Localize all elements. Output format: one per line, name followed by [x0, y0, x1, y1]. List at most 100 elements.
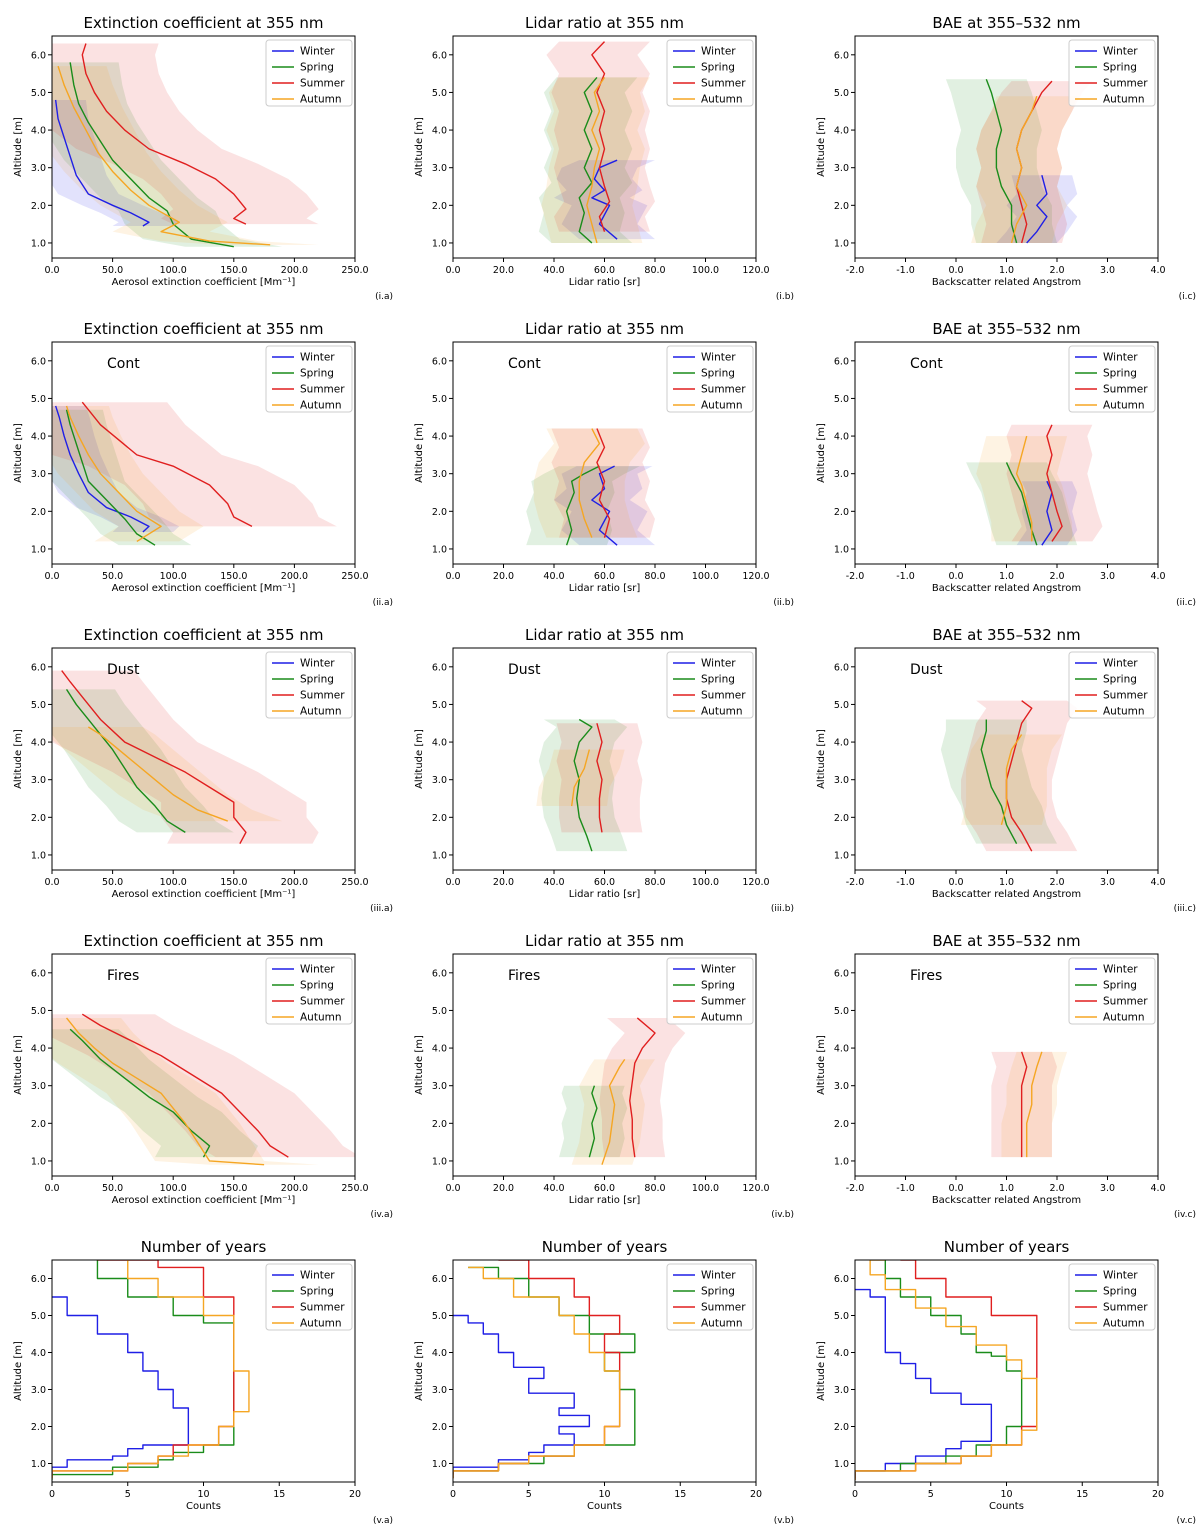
y-axis-label: Altitude [m] [816, 117, 827, 177]
panel-label: (ii.c) [1176, 598, 1196, 608]
x-tick-label: 200.0 [281, 1183, 308, 1194]
legend-label-autumn: Autumn [1103, 706, 1145, 718]
series-band-autumn [971, 96, 1078, 243]
series-line-spring [588, 1085, 598, 1158]
x-tick-label: -1.0 [896, 1183, 915, 1194]
y-tick-label: 4.0 [31, 432, 46, 443]
y-tick-label: 3.0 [31, 1081, 46, 1092]
y-tick-label: 1.0 [432, 1156, 447, 1167]
legend-box [265, 651, 353, 719]
series-band-autumn [52, 405, 204, 542]
legend-label-autumn: Autumn [701, 1012, 743, 1024]
panel-label: (i.a) [375, 292, 393, 302]
y-axis-label: Altitude [m] [414, 423, 425, 483]
plot-area [52, 1013, 355, 1166]
plot-area [52, 1260, 250, 1481]
x-axis-label: Backscatter related Angstrom [932, 277, 1081, 288]
x-axis-label: Backscatter related Angstrom [932, 889, 1081, 900]
x-tick-label: 120.0 [742, 1183, 769, 1194]
plot-area [855, 1260, 1038, 1481]
chart-panel: BAE at 355–532 nm -2.0 -1.0 0.0 1.0 2.0 3.0 4.0… [816, 320, 1196, 608]
panel-annotation: Cont [508, 356, 541, 372]
panel-label: (v.b) [774, 1516, 794, 1526]
series-line-spring [855, 1260, 1023, 1481]
plot-frame [51, 953, 356, 1177]
legend: Winter Spring Summer Autumn [265, 651, 353, 719]
x-tick-label: 40.0 [543, 1183, 564, 1194]
x-tick-label: 50.0 [102, 1183, 123, 1194]
series-line-summer [61, 670, 247, 844]
series-band-autumn [1001, 1051, 1068, 1158]
legend-box [1068, 957, 1156, 1025]
x-tick-label: 20 [750, 1489, 762, 1500]
y-tick-label: 2.0 [834, 201, 849, 212]
legend-box [265, 39, 353, 107]
legend-label-summer: Summer [701, 690, 746, 702]
series-line-autumn [57, 65, 271, 246]
legend-label-spring: Spring [701, 674, 735, 686]
series-line-autumn [601, 1058, 626, 1165]
series-line-autumn [1026, 1051, 1043, 1158]
chart-title: Extinction coefficient at 355 nm [84, 932, 324, 950]
series-line-winter [591, 465, 618, 546]
y-tick-label: 6.0 [834, 50, 849, 61]
x-tick-label: 10 [598, 1489, 610, 1500]
legend-label-autumn: Autumn [701, 1318, 743, 1330]
y-axis-label: Altitude [m] [816, 423, 827, 483]
panel-label: (i.b) [776, 292, 794, 302]
x-axis-label: Lidar ratio [sr] [569, 1195, 641, 1206]
x-tick-label: 3.0 [1100, 1183, 1115, 1194]
x-tick-label: 200.0 [281, 265, 308, 276]
legend-box [666, 1263, 754, 1331]
legend-label-spring: Spring [1103, 674, 1137, 686]
series-band-autumn [536, 749, 625, 807]
x-tick-label: 120.0 [742, 571, 769, 582]
x-tick-label: 100.0 [692, 877, 719, 888]
y-tick-label: 1.0 [834, 1459, 849, 1470]
series-line-autumn [855, 1260, 1038, 1481]
panel-label: (ii.b) [773, 598, 794, 608]
x-tick-label: 0.0 [44, 265, 59, 276]
series-line-spring [573, 718, 593, 852]
y-tick-label: 5.0 [432, 1006, 447, 1017]
series-band-spring [945, 79, 1057, 243]
y-tick-label: 4.0 [834, 738, 849, 749]
x-tick-label: 4.0 [1150, 1183, 1165, 1194]
x-tick-label: 15 [273, 1489, 285, 1500]
y-tick-label: 2.0 [432, 1119, 447, 1130]
legend-label-spring: Spring [300, 674, 334, 686]
series-line-summer [81, 401, 253, 527]
legend: Winter Spring Summer Autumn [265, 39, 353, 107]
legend-label-winter: Winter [1103, 964, 1138, 976]
chart-panel: Extinction coefficient at 355 nm 0.0 50.0 1… [13, 932, 393, 1220]
y-tick-label: 2.0 [432, 201, 447, 212]
x-tick-label: -1.0 [896, 265, 915, 276]
chart-title: Number of years [141, 1238, 267, 1256]
x-tick-label: 15 [674, 1489, 686, 1500]
legend-label-autumn: Autumn [300, 1318, 342, 1330]
legend-label-summer: Summer [701, 1302, 746, 1314]
legend-label-winter: Winter [701, 658, 736, 670]
x-tick-label: 5 [125, 1489, 131, 1500]
chart-title: Lidar ratio at 355 nm [525, 320, 684, 338]
y-tick-label: 4.0 [834, 1348, 849, 1359]
y-tick-label: 4.0 [432, 126, 447, 137]
panel-label: (iv.b) [771, 1210, 794, 1220]
legend-label-winter: Winter [701, 1270, 736, 1282]
x-tick-label: 4.0 [1150, 265, 1165, 276]
legend-label-summer: Summer [300, 996, 345, 1008]
legend-label-summer: Summer [300, 78, 345, 90]
x-axis-label: Aerosol extinction coefficient [Mm⁻¹] [112, 1195, 296, 1206]
y-axis-label: Altitude [m] [414, 1341, 425, 1401]
y-tick-label: 2.0 [31, 507, 46, 518]
x-tick-label: 100.0 [160, 1183, 187, 1194]
plot-frame [51, 647, 356, 871]
legend-label-winter: Winter [1103, 352, 1138, 364]
x-tick-label: 2.0 [1049, 265, 1064, 276]
x-tick-label: 20 [1152, 1489, 1164, 1500]
series-line-autumn [586, 76, 606, 244]
y-tick-label: 2.0 [432, 507, 447, 518]
legend-label-winter: Winter [300, 964, 335, 976]
y-tick-label: 3.0 [432, 1081, 447, 1092]
y-tick-label: 6.0 [834, 1274, 849, 1285]
